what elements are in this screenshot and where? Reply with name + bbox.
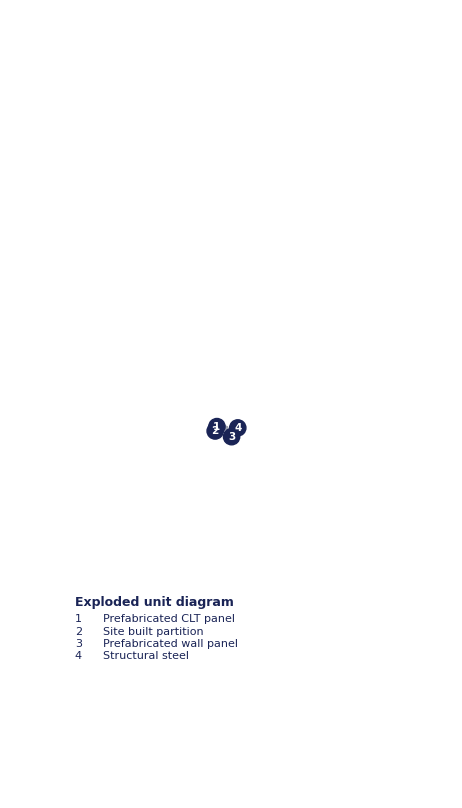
Text: Prefabricated wall panel: Prefabricated wall panel (103, 639, 238, 649)
Text: Exploded unit diagram: Exploded unit diagram (75, 596, 234, 609)
Circle shape (224, 428, 240, 445)
Polygon shape (227, 427, 230, 429)
Polygon shape (226, 427, 228, 428)
Text: 2: 2 (212, 426, 219, 436)
Text: Structural steel: Structural steel (103, 651, 188, 662)
Text: 4: 4 (75, 651, 82, 662)
Polygon shape (223, 428, 228, 430)
Polygon shape (228, 428, 229, 431)
Circle shape (230, 420, 246, 436)
Circle shape (209, 419, 225, 435)
Polygon shape (222, 426, 224, 428)
Text: 2: 2 (75, 627, 82, 637)
Polygon shape (223, 425, 228, 427)
Text: 3: 3 (228, 431, 235, 442)
Polygon shape (227, 427, 230, 431)
Text: 1: 1 (75, 614, 82, 625)
Text: 4: 4 (234, 423, 242, 433)
Polygon shape (223, 426, 227, 427)
Text: 1: 1 (213, 422, 220, 431)
Text: Prefabricated CLT panel: Prefabricated CLT panel (103, 614, 235, 625)
Polygon shape (227, 428, 228, 431)
Polygon shape (223, 428, 227, 431)
Text: 3: 3 (75, 639, 82, 649)
Polygon shape (229, 428, 230, 431)
Text: Site built partition: Site built partition (103, 627, 203, 637)
Polygon shape (228, 428, 229, 431)
Polygon shape (225, 427, 226, 428)
Circle shape (207, 423, 223, 439)
